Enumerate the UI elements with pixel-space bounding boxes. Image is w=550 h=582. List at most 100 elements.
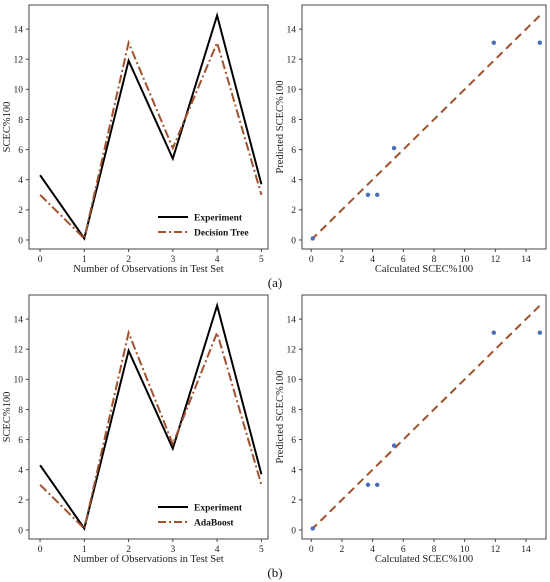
y-tick-label: 14 [287, 25, 297, 35]
y-tick-label: 4 [18, 176, 23, 186]
y-axis-label: SCEC%100 [2, 392, 13, 443]
scatter-point [374, 482, 380, 487]
x-tick-label: 3 [170, 545, 175, 555]
x-tick-label: 12 [491, 545, 501, 555]
caption-b: (b) [267, 565, 282, 580]
y-tick-label: 8 [18, 406, 23, 416]
panel-b-right: 0 2 4 6 8 10 12 14 0 2 4 6 8 10 12 14 Calculated SCEC%10… [275, 294, 547, 565]
x-axis-label: Calculated SCEC%100 [375, 264, 473, 275]
x-tick-label: 12 [491, 255, 501, 265]
y-tick-label: 14 [287, 315, 297, 325]
y-tick-label: 2 [291, 206, 296, 216]
y-tick-label: 6 [18, 146, 23, 156]
caption-a: (a) [268, 275, 282, 290]
x-tick-label: 0 [38, 255, 43, 265]
scatter-point [491, 40, 497, 45]
y-tick-label: 12 [287, 346, 297, 356]
y-tick-label: 2 [18, 206, 23, 216]
x-tick-label: 10 [460, 255, 470, 265]
y-tick-label: 8 [291, 406, 296, 416]
plot-frame [301, 4, 547, 250]
scatter-point [491, 330, 497, 335]
x-tick-label: 8 [432, 545, 437, 555]
y-tick-label: 0 [18, 526, 23, 536]
y-tick-label: 2 [291, 496, 296, 506]
legend-label: AdaBoost [194, 519, 234, 529]
x-tick-label: 4 [370, 545, 375, 555]
reference-line [310, 13, 543, 241]
x-tick-label: 8 [432, 255, 437, 265]
scatter-point [365, 482, 371, 487]
y-tick-label: 2 [18, 496, 23, 506]
x-tick-label: 2 [340, 255, 345, 265]
x-axis-label: Number of Observations in Test Set [73, 554, 224, 565]
y-tick-label: 10 [14, 376, 24, 386]
x-tick-label: 6 [401, 545, 406, 555]
y-tick-label: 14 [14, 25, 24, 35]
panel-a-right: 0 2 4 6 8 10 12 14 0 2 4 6 8 10 12 14 Calculated SCEC%10… [275, 4, 547, 275]
series-line-experiment [39, 11, 263, 241]
x-axis-label: Number of Observations in Test Set [73, 264, 224, 275]
y-tick-label: 12 [14, 56, 24, 66]
x-tick-label: 2 [340, 545, 345, 555]
y-axis-label: Predicted SCEC%100 [275, 80, 286, 173]
plot-frame [301, 294, 547, 540]
legend-label: Decision Tree [194, 229, 249, 239]
y-axis-label: Predicted SCEC%100 [275, 370, 286, 463]
series-line-model [39, 39, 263, 241]
y-tick-label: 4 [291, 466, 296, 476]
reference-line [310, 303, 543, 531]
y-tick-label: 10 [287, 86, 297, 96]
x-tick-label: 4 [370, 255, 375, 265]
y-tick-label: 8 [18, 116, 23, 126]
y-axis-label: SCEC%100 [2, 102, 13, 153]
scatter-point [310, 236, 315, 241]
y-tick-label: 6 [291, 146, 296, 156]
x-tick-label: 2 [126, 545, 131, 555]
x-tick-label: 3 [170, 255, 175, 265]
x-tick-label: 14 [521, 255, 531, 265]
series-line-model [39, 329, 263, 531]
y-tick-label: 0 [291, 526, 296, 536]
y-tick-label: 0 [18, 236, 23, 246]
y-tick-label: 8 [291, 116, 296, 126]
x-tick-label: 6 [401, 255, 406, 265]
scatter-point [537, 330, 543, 335]
y-tick-label: 0 [291, 236, 296, 246]
scatter-point [391, 443, 397, 448]
x-tick-label: 1 [82, 255, 87, 265]
x-tick-label: 4 [215, 255, 220, 265]
y-tick-label: 10 [14, 86, 24, 96]
x-tick-label: 14 [521, 545, 531, 555]
x-tick-label: 5 [259, 255, 264, 265]
scatter-point [391, 145, 397, 151]
y-tick-label: 4 [18, 466, 23, 476]
y-tick-label: 12 [14, 346, 24, 356]
x-tick-label: 4 [215, 545, 220, 555]
scatter-point [310, 526, 315, 531]
scatter-point [537, 40, 543, 45]
y-tick-label: 14 [14, 315, 24, 325]
x-tick-label: 0 [309, 545, 314, 555]
y-tick-label: 6 [18, 436, 23, 446]
y-tick-label: 6 [291, 436, 296, 446]
y-tick-label: 10 [287, 376, 297, 386]
x-tick-label: 0 [309, 255, 314, 265]
x-tick-label: 1 [82, 545, 87, 555]
x-tick-label: 0 [38, 545, 43, 555]
x-tick-label: 2 [126, 255, 131, 265]
series-line-experiment [39, 301, 263, 531]
x-tick-label: 5 [259, 545, 264, 555]
legend-label: Experiment [194, 504, 243, 514]
y-tick-label: 4 [291, 176, 296, 186]
plot-frame [28, 294, 269, 540]
x-axis-label: Calculated SCEC%100 [375, 554, 473, 565]
plot-frame [28, 4, 269, 250]
scatter-point [374, 192, 380, 197]
legend-label: Experiment [194, 214, 243, 224]
x-tick-label: 10 [460, 545, 470, 555]
y-tick-label: 12 [287, 56, 297, 66]
